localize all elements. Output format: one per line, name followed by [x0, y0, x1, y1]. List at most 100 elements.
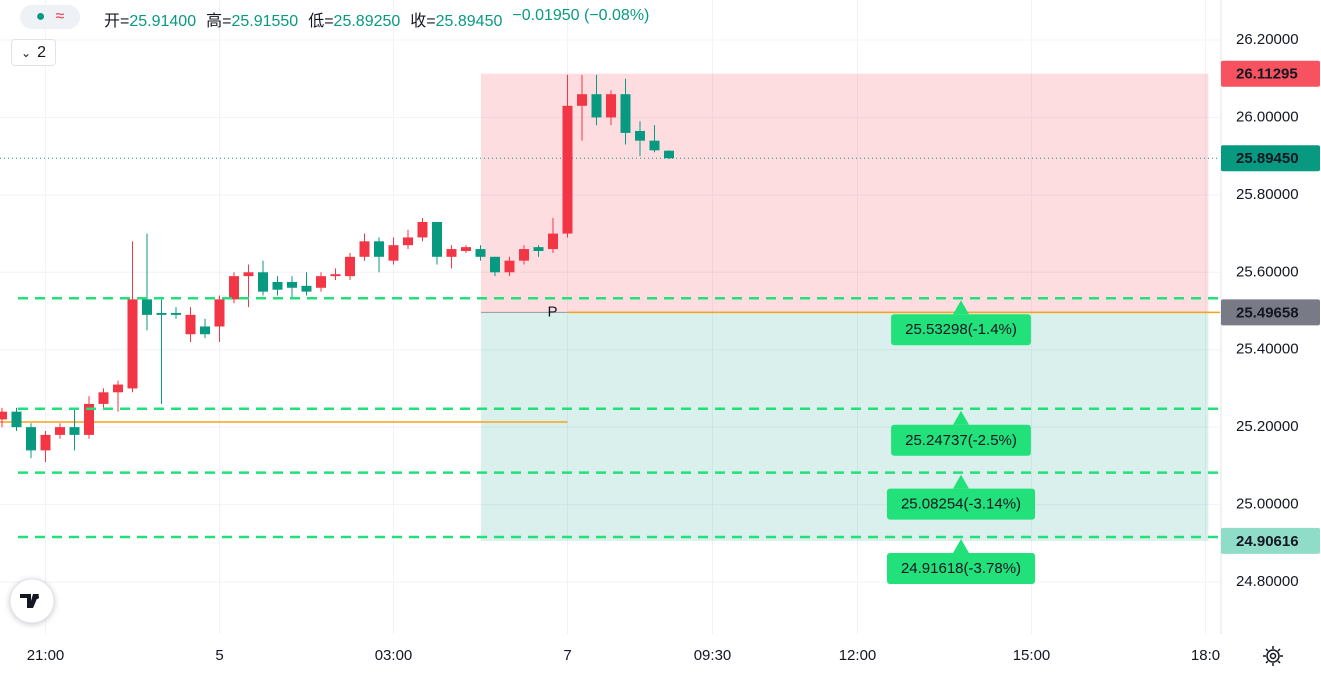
level-label-box [886, 553, 1036, 585]
candle-body [26, 427, 37, 451]
y-tick-label: 24.80000 [1236, 573, 1299, 590]
candle-body [606, 94, 617, 118]
header-text: 25.89250 [333, 13, 401, 30]
x-tick-label: 12:00 [839, 647, 877, 664]
toggle-count: 2 [37, 43, 46, 61]
candle-body [388, 245, 399, 261]
candle-body [548, 233, 559, 250]
header-text: 收= [410, 13, 436, 30]
level-pointer [953, 539, 969, 554]
candle-body [98, 392, 109, 404]
target-zone [480, 312, 1209, 541]
level-label: 25.08254(-3.14%) [901, 496, 1021, 513]
candle-body [214, 299, 225, 327]
header-text: 25.89450 [435, 13, 503, 30]
header-item: 收=25.89450 [410, 7, 502, 31]
header-text: 低= [308, 13, 334, 30]
price-axis-bg [1221, 0, 1321, 673]
y-tick-label: 25.40000 [1236, 341, 1299, 358]
candle-body [200, 326, 211, 335]
level-label-box [886, 488, 1036, 520]
candle-body [40, 434, 51, 451]
candle-body [171, 312, 182, 315]
level-label: 25.24737(-2.5%) [905, 432, 1017, 449]
candle-body [69, 427, 80, 435]
candle-body [533, 247, 544, 251]
x-tick-label: 5 [215, 647, 223, 664]
status-pill[interactable]: ● ≈ [20, 5, 80, 29]
candle-body [490, 256, 501, 273]
header-text: 开= [104, 13, 130, 30]
header-text: 25.91550 [231, 13, 299, 30]
x-tick-label: 03:00 [375, 647, 413, 664]
level-label: 25.53298(-1.4%) [905, 321, 1017, 338]
x-tick-label: 15:00 [1013, 647, 1051, 664]
x-tick-label: 7 [563, 647, 571, 664]
candle-body [446, 249, 457, 257]
candle-body [243, 272, 254, 277]
pivot-label: P [548, 303, 558, 320]
price-tag-label: 26.11295 [1236, 66, 1298, 83]
candle-body [113, 384, 124, 393]
y-tick-label: 26.00000 [1236, 108, 1299, 125]
stop-zone [480, 73, 1209, 313]
header-text: 高= [206, 13, 232, 30]
ohlc-header: 开=25.91400 高=25.91550 低=25.89250 收=25.89450… [104, 7, 649, 31]
candle-body [591, 94, 602, 118]
header-item: 开=25.91400 [104, 7, 196, 31]
candle-body [620, 94, 631, 133]
level-pointer [953, 300, 969, 315]
candle-body [55, 427, 66, 435]
price-tag-label: 25.89450 [1236, 150, 1299, 167]
candle-body [417, 221, 428, 238]
candle-body [316, 276, 327, 288]
level-label-box [891, 424, 1031, 456]
price-tag [1221, 145, 1320, 172]
candle-body [156, 312, 167, 315]
candle-body [272, 281, 283, 290]
x-tick-label: 18:0 [1191, 647, 1220, 664]
price-tag-label: 25.49658 [1236, 304, 1299, 321]
candle-body [258, 272, 269, 292]
y-tick-label: 25.20000 [1236, 418, 1299, 435]
candle-body [374, 241, 385, 257]
candle-body [345, 256, 356, 277]
price-tag [1221, 60, 1320, 87]
candle-body [142, 299, 153, 315]
header-text: 25.91400 [129, 13, 197, 30]
price-tag [1221, 299, 1320, 326]
candle-body [0, 411, 8, 420]
level-label: 24.91618(-3.78%) [901, 560, 1021, 577]
candle-body [403, 237, 414, 246]
level-pointer [953, 474, 969, 489]
candle-body [287, 281, 298, 288]
candle-body [664, 150, 675, 159]
candle-body [519, 249, 530, 261]
candle-body [229, 276, 240, 300]
candle-body [359, 241, 370, 257]
candle-body [432, 221, 443, 257]
candle-body [461, 247, 472, 251]
y-tick-label: 25.00000 [1236, 496, 1299, 513]
y-tick-label: 25.60000 [1236, 263, 1299, 280]
candle-body [330, 274, 341, 277]
y-tick-label: 25.80000 [1236, 186, 1299, 203]
level-label-box [891, 314, 1031, 346]
candle-body [649, 140, 660, 151]
candle-body [84, 403, 95, 435]
header-item: 低=25.89250 [308, 7, 400, 31]
candle-body [301, 285, 312, 292]
header-item: 高=25.91550 [206, 7, 298, 31]
x-tick-label: 09:30 [694, 647, 732, 664]
level-pointer [953, 410, 969, 425]
price-tag [1221, 527, 1320, 554]
candle-body [475, 249, 486, 257]
candle-body [635, 130, 646, 141]
candle-body [127, 299, 138, 389]
x-tick-label: 21:00 [27, 647, 65, 664]
legend-toggle[interactable]: ⌄ 2 [11, 39, 56, 66]
candle-body [562, 105, 573, 234]
header-text: −0.01950 (−0.08%) [512, 7, 650, 24]
